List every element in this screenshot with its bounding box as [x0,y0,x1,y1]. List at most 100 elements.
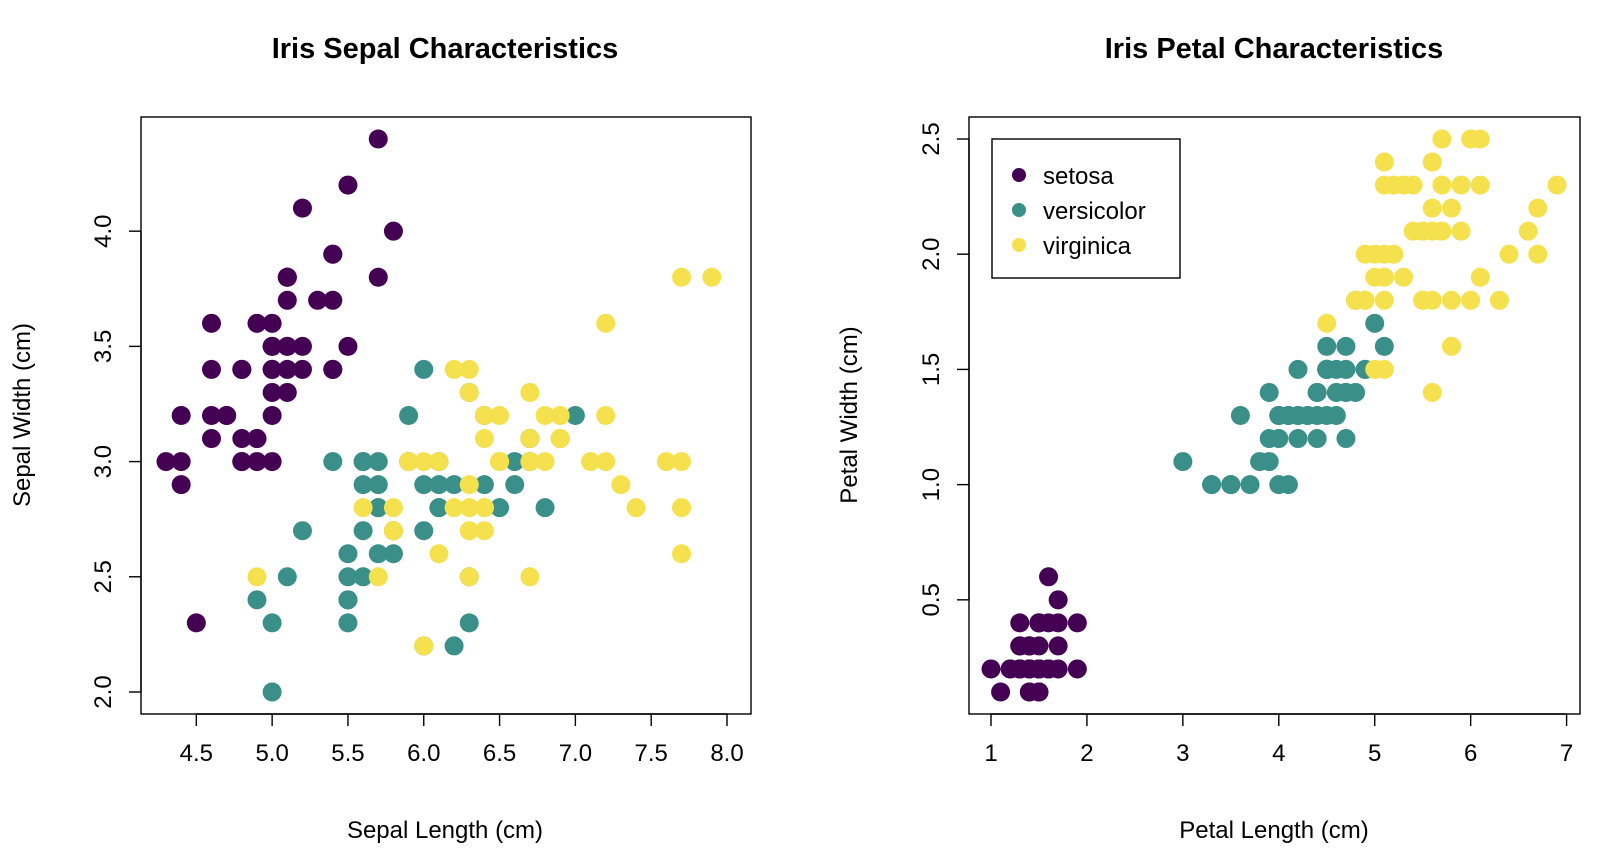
point-versicolor [444,636,464,656]
point-versicolor [414,521,434,541]
point-setosa [217,406,237,425]
point-virginica [1470,129,1490,149]
point-setosa [277,382,297,402]
legend-marker-setosa [1012,168,1026,182]
point-virginica [1547,175,1567,195]
legend-label-versicolor: versicolor [1043,198,1146,225]
point-virginica [1374,359,1394,379]
point-versicolor [262,682,282,702]
point-versicolor [338,567,358,587]
point-setosa [171,475,191,495]
point-virginica [611,475,631,495]
point-setosa [368,267,388,287]
point-versicolor [429,475,449,495]
point-setosa [323,244,343,264]
point-setosa [338,175,358,195]
petal-x-tick-label: 1 [984,740,997,767]
point-setosa [368,129,388,149]
point-virginica [474,429,494,449]
point-virginica [626,498,646,518]
point-virginica [414,636,434,656]
point-virginica [1499,244,1519,264]
point-virginica [596,313,616,333]
point-setosa [262,406,282,425]
point-virginica [444,498,464,518]
point-setosa [171,452,191,472]
sepal-points [156,129,722,702]
point-versicolor [474,475,494,495]
sepal-y-tick-label: 3.5 [90,330,117,363]
point-versicolor [353,475,373,495]
point-virginica [596,452,616,472]
point-setosa [383,221,403,241]
point-setosa [1067,613,1087,633]
point-versicolor [1240,475,1260,495]
point-setosa [981,659,1001,679]
point-virginica [1432,129,1452,149]
point-setosa [232,429,252,449]
point-virginica [459,359,479,379]
petal-x-tick-label: 4 [1272,740,1285,767]
point-setosa [277,336,297,356]
petal-y-axis: 0.5 1.0 1.5 2.0 2.5 [918,122,970,617]
point-virginica [459,475,479,495]
point-versicolor [1326,406,1346,425]
point-setosa [262,359,282,379]
petal-y-tick-label: 1.5 [918,353,945,386]
legend: setosa versicolor virginica [991,138,1181,279]
sepal-x-tick-label: 7.5 [635,740,668,767]
point-setosa [1010,613,1030,633]
point-versicolor [368,475,388,495]
point-virginica [1422,152,1442,172]
point-setosa [1039,567,1059,587]
petal-x-tick-label: 5 [1368,740,1381,767]
petal-x-axis: 1 2 3 4 5 6 7 [984,713,1573,767]
petal-x-tick-label: 6 [1464,740,1477,767]
point-versicolor [338,613,358,633]
point-virginica [535,406,555,425]
point-virginica [247,567,267,587]
point-versicolor [1336,359,1356,379]
point-setosa [308,290,328,310]
point-setosa [292,198,312,218]
point-versicolor [368,544,388,564]
point-virginica [474,521,494,541]
point-versicolor [1336,336,1356,356]
point-virginica [672,267,692,287]
point-versicolor [565,406,585,425]
legend-label-virginica: virginica [1043,233,1132,260]
petal-points [981,129,1567,702]
point-setosa [338,336,358,356]
point-setosa [323,359,343,379]
point-virginica [490,452,510,472]
point-versicolor [1278,475,1298,495]
point-virginica [1374,290,1394,310]
point-versicolor [414,475,434,495]
legend-marker-versicolor [1012,203,1026,217]
petal-y-tick-label: 2.0 [918,238,945,271]
point-setosa [277,267,297,287]
point-setosa [232,359,252,379]
point-versicolor [277,567,297,587]
point-virginica [474,498,494,518]
point-versicolor [1288,429,1308,449]
point-versicolor [1221,475,1241,495]
petal-y-tick-label: 2.5 [918,122,945,155]
point-versicolor [338,544,358,564]
point-virginica [672,544,692,564]
point-setosa [1019,636,1039,656]
point-virginica [429,544,449,564]
point-versicolor [505,475,525,495]
point-virginica [1518,221,1538,241]
point-versicolor [1326,382,1346,402]
point-virginica [399,452,419,472]
sepal-y-axis: 2.0 2.5 3.0 3.5 4.0 [90,214,142,709]
sepal-y-tick-label: 4.0 [90,214,117,247]
point-virginica [535,452,555,472]
sepal-x-tick-label: 7.0 [559,740,592,767]
point-setosa [1019,682,1039,702]
point-virginica [444,359,464,379]
point-versicolor [1307,382,1327,402]
point-versicolor [505,452,525,472]
point-versicolor [1317,336,1337,356]
